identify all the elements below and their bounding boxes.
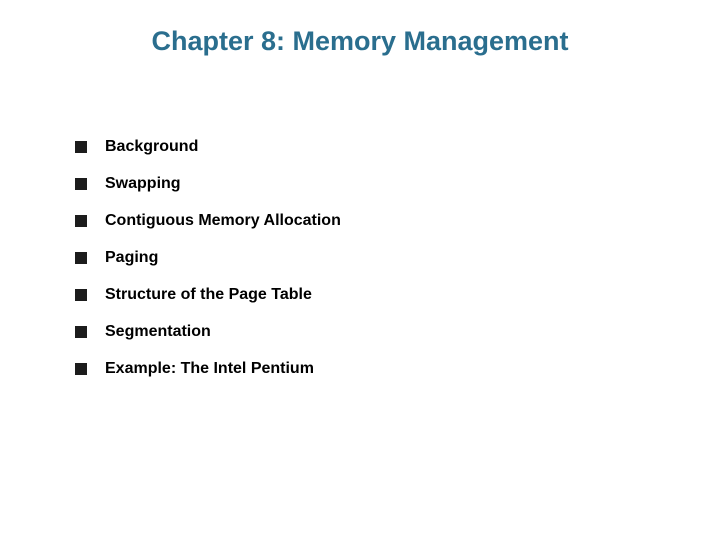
slide: Chapter 8: Memory Management Background … xyxy=(0,0,720,540)
bullet-label: Background xyxy=(105,138,198,156)
bullet-label: Swapping xyxy=(105,175,181,193)
bullet-icon xyxy=(75,252,87,264)
list-item: Contiguous Memory Allocation xyxy=(75,212,341,230)
bullet-icon xyxy=(75,178,87,190)
bullet-label: Example: The Intel Pentium xyxy=(105,360,314,378)
list-item: Swapping xyxy=(75,175,341,193)
list-item: Background xyxy=(75,138,341,156)
list-item: Example: The Intel Pentium xyxy=(75,360,341,378)
list-item: Segmentation xyxy=(75,323,341,341)
bullet-list: Background Swapping Contiguous Memory Al… xyxy=(75,138,341,397)
bullet-icon xyxy=(75,289,87,301)
bullet-icon xyxy=(75,215,87,227)
bullet-label: Structure of the Page Table xyxy=(105,286,312,304)
bullet-label: Contiguous Memory Allocation xyxy=(105,212,341,230)
bullet-label: Segmentation xyxy=(105,323,211,341)
slide-title: Chapter 8: Memory Management xyxy=(0,26,720,57)
bullet-icon xyxy=(75,326,87,338)
list-item: Structure of the Page Table xyxy=(75,286,341,304)
list-item: Paging xyxy=(75,249,341,267)
bullet-icon xyxy=(75,363,87,375)
bullet-icon xyxy=(75,141,87,153)
bullet-label: Paging xyxy=(105,249,158,267)
